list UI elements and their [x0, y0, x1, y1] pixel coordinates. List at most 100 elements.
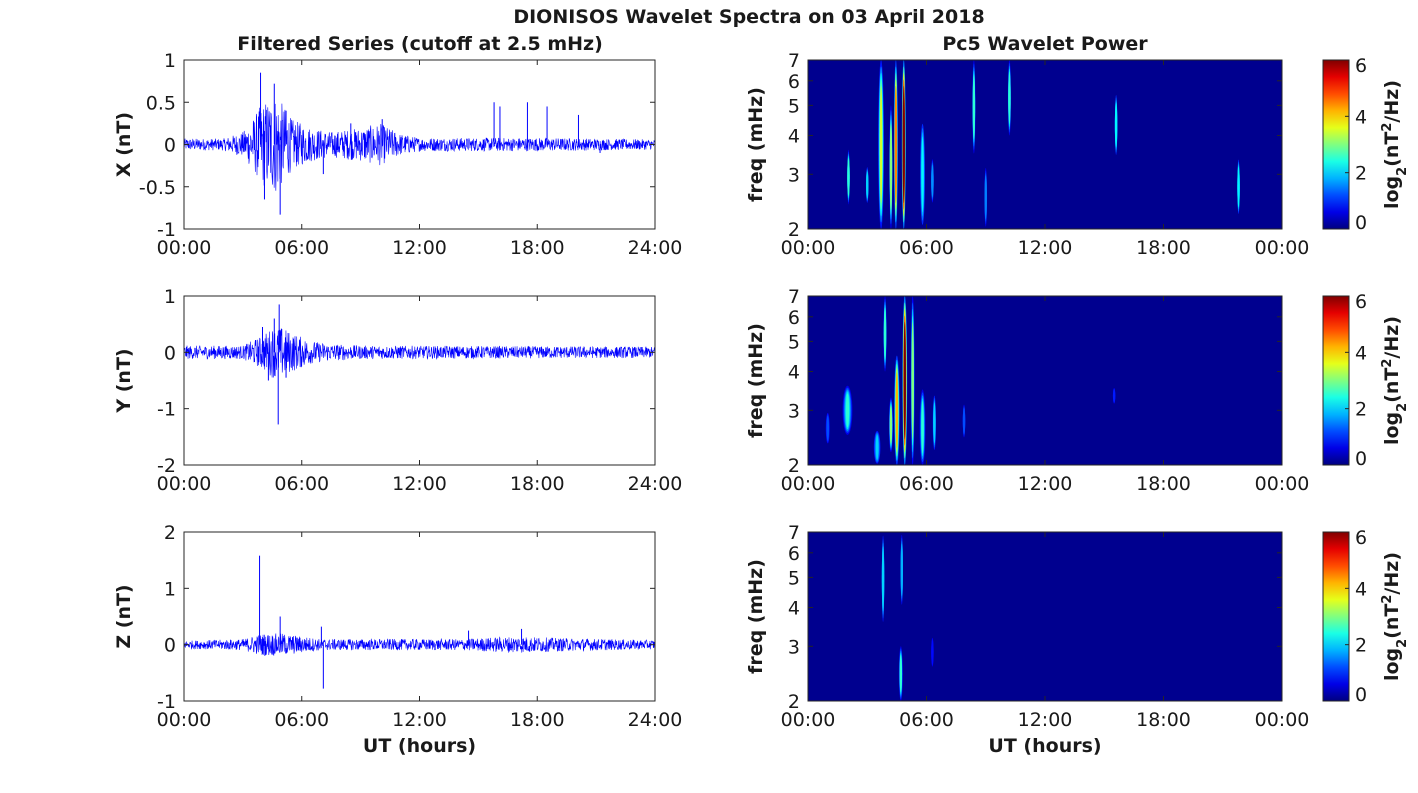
- colorbar-tick-label: 0: [1355, 212, 1367, 234]
- power-feature: [1008, 71, 1011, 124]
- power-feature: [889, 405, 893, 444]
- timeseries-panel: 2 1 0 -100:00 06:00 12:00 18:00 24:00 Z (nT) UT (…: [113, 522, 682, 757]
- y-tick-label: -2: [157, 455, 176, 477]
- y-tick-label: 0: [164, 342, 176, 364]
- y-axis-label: Y (nT): [113, 348, 135, 413]
- x-tick-label: 06:00: [274, 473, 329, 495]
- y-tick-label: 7: [788, 50, 800, 72]
- x-tick-label: 12:00: [392, 237, 447, 259]
- power-feature: [933, 402, 936, 444]
- heatmap-background: [808, 60, 1282, 229]
- power-feature: [826, 415, 829, 441]
- colorbar-tick-label: 6: [1355, 55, 1367, 77]
- x-tick-label: 00:00: [1255, 473, 1310, 495]
- colorbar-gradient: [1323, 532, 1349, 701]
- right-column-title: Pc5 Wavelet Power: [942, 33, 1148, 55]
- x-tick-label: 06:00: [274, 709, 329, 731]
- colorbar-label: log2(nT2/Hz): [1380, 80, 1410, 209]
- colorbar-tick-label: 6: [1355, 527, 1367, 549]
- y-tick-label: -1: [157, 399, 176, 421]
- x-tick-label: 24:00: [628, 237, 683, 259]
- y-tick-label: 5: [788, 331, 800, 353]
- power-feature: [902, 85, 905, 204]
- power-feature: [903, 321, 906, 440]
- power-feature: [847, 158, 850, 197]
- y-tick-label: 3: [788, 636, 800, 658]
- heatmap-background: [808, 296, 1282, 465]
- y-tick-label: 3: [788, 400, 800, 422]
- power-feature: [895, 372, 899, 449]
- power-feature: [1237, 166, 1240, 208]
- x-tick-label: 00:00: [781, 237, 836, 259]
- colorbar-label: log2(nT2/Hz): [1380, 316, 1410, 445]
- y-tick-label: 6: [788, 543, 800, 565]
- x-tick-label: 18:00: [1136, 237, 1191, 259]
- x-tick-label: 18:00: [510, 709, 565, 731]
- colorbar-tick-label: 2: [1355, 399, 1367, 421]
- colorbar-gradient: [1323, 296, 1349, 465]
- power-feature: [881, 546, 885, 612]
- x-tick-label: 00:00: [157, 709, 212, 731]
- y-tick-label: 4: [788, 125, 800, 147]
- colorbar: 6 4 2 0 log2(nT2/Hz): [1322, 291, 1410, 470]
- power-feature: [883, 307, 887, 360]
- x-axis-label: UT (hours): [988, 735, 1101, 757]
- power-feature: [931, 639, 934, 666]
- colorbar-label: log2(nT2/Hz): [1380, 552, 1410, 681]
- power-feature: [984, 175, 987, 220]
- series-trace: [183, 328, 656, 378]
- y-tick-label: 5: [788, 95, 800, 117]
- power-feature: [845, 393, 850, 428]
- plot-area: [184, 296, 655, 465]
- x-tick-label: 00:00: [781, 473, 836, 495]
- x-tick-label: 12:00: [1018, 473, 1073, 495]
- x-tick-label: 18:00: [510, 473, 565, 495]
- power-feature: [875, 435, 879, 460]
- x-tick-label: 12:00: [392, 709, 447, 731]
- power-feature: [899, 654, 903, 693]
- left-column-title: Filtered Series (cutoff at 2.5 mHz): [237, 33, 603, 55]
- colorbar-tick-label: 2: [1355, 163, 1367, 185]
- plot-area: [184, 532, 655, 701]
- panels: 10.50-0.5-100:00 06:00 12:00 18:00 24:00X (n…: [113, 50, 1410, 757]
- x-tick-label: 06:00: [899, 473, 954, 495]
- power-feature: [879, 85, 883, 204]
- series-trace: [183, 103, 656, 191]
- power-feature: [972, 74, 976, 140]
- y-tick-label: 7: [788, 286, 800, 308]
- power-feature: [921, 401, 924, 454]
- y-tick-label: 3: [788, 164, 800, 186]
- colorbar: 6 4 2 0 log2(nT2/Hz): [1322, 55, 1410, 234]
- colorbar-gradient: [1323, 60, 1349, 229]
- x-tick-label: 12:00: [1018, 709, 1073, 731]
- y-tick-label: 1: [164, 286, 176, 308]
- y-tick-label: -1: [157, 219, 176, 241]
- power-feature: [1112, 388, 1116, 403]
- x-tick-label: 00:00: [1255, 709, 1310, 731]
- x-tick-label: 12:00: [392, 473, 447, 495]
- colorbar-frame: [1322, 295, 1350, 466]
- power-feature: [900, 543, 904, 596]
- y-tick-label: 1: [164, 578, 176, 600]
- power-feature: [889, 124, 893, 211]
- x-tick-label: 06:00: [899, 709, 954, 731]
- x-tick-label: 12:00: [1018, 237, 1073, 259]
- y-tick-label: 2: [788, 455, 800, 477]
- y-axis-label: freq (mHz): [745, 87, 767, 202]
- x-tick-label: 24:00: [628, 473, 683, 495]
- y-axis-label: X (nT): [113, 112, 135, 177]
- y-axis-label: Z (nT): [113, 584, 135, 648]
- colorbar-tick-label: 0: [1355, 448, 1367, 470]
- power-feature: [931, 164, 934, 198]
- x-tick-label: 00:00: [157, 237, 212, 259]
- y-tick-label: 4: [788, 361, 800, 383]
- y-tick-label: 2: [164, 522, 176, 544]
- y-tick-label: 0.5: [146, 92, 176, 114]
- x-tick-label: 06:00: [899, 237, 954, 259]
- x-tick-label: 06:00: [274, 237, 329, 259]
- colorbar-tick-label: 2: [1355, 635, 1367, 657]
